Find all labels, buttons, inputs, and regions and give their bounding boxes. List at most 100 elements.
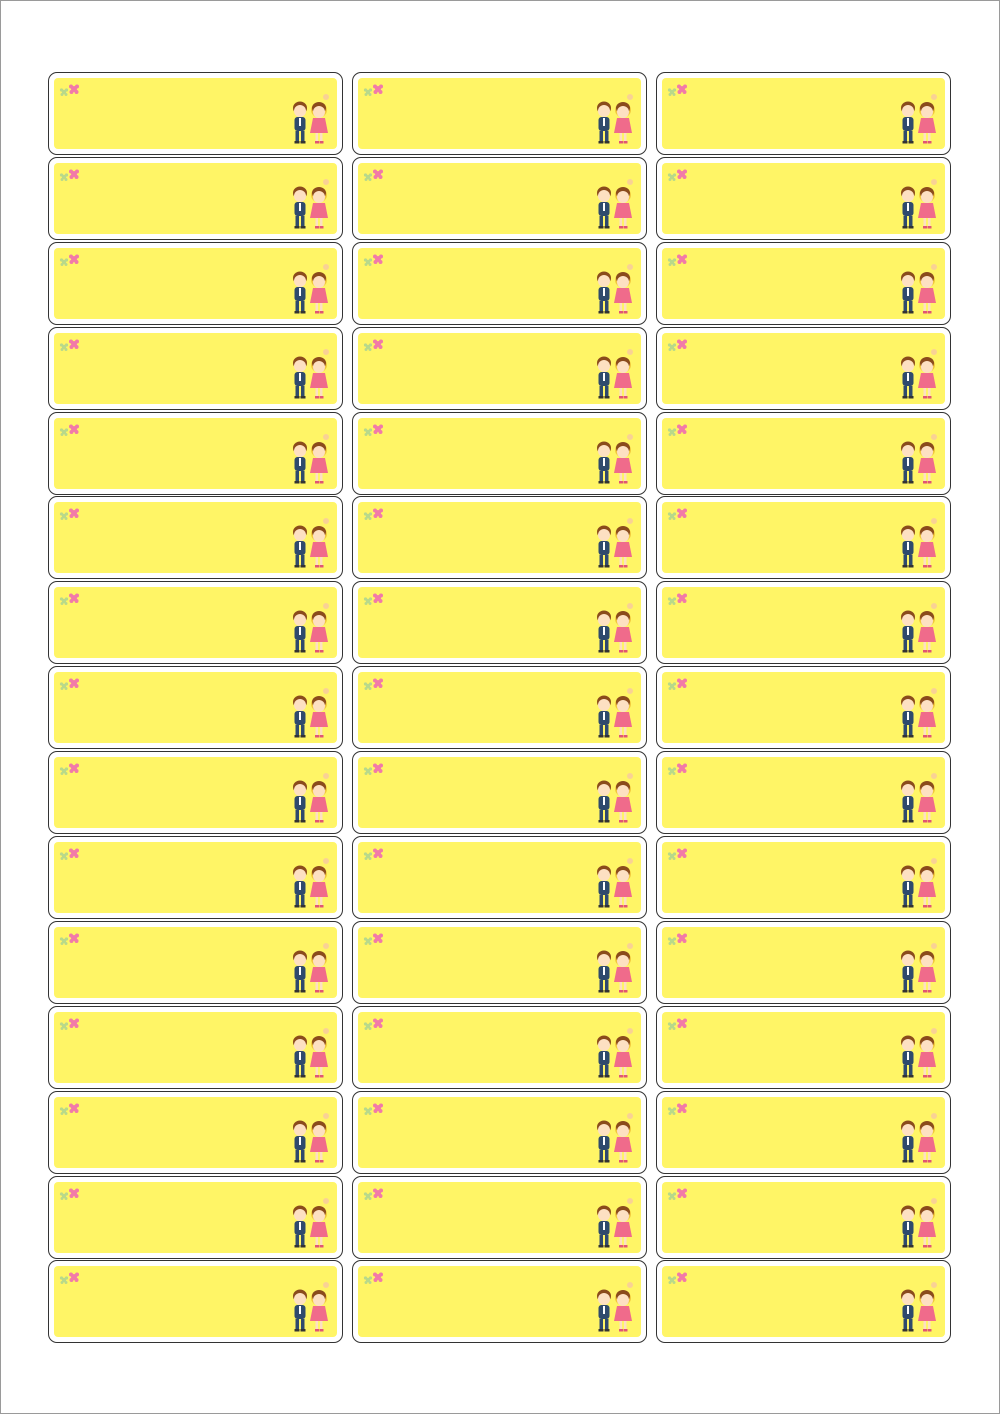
name-label[interactable] <box>352 156 647 240</box>
flower-icon <box>59 1272 79 1285</box>
label-background <box>358 1266 641 1338</box>
label-background <box>54 672 337 744</box>
school-children-icon <box>901 263 937 314</box>
name-label[interactable] <box>656 1175 951 1259</box>
school-children-icon <box>293 942 329 993</box>
name-label[interactable] <box>48 241 343 325</box>
name-label[interactable] <box>656 666 951 750</box>
school-children-icon <box>901 433 937 484</box>
name-label[interactable] <box>656 241 951 325</box>
flower-icon <box>363 593 383 606</box>
name-label[interactable] <box>656 581 951 665</box>
name-label[interactable] <box>352 751 647 835</box>
label-background <box>662 926 945 998</box>
label-background <box>358 247 641 319</box>
school-children-icon <box>901 858 937 908</box>
flower-icon <box>363 1188 383 1200</box>
name-label[interactable] <box>352 581 647 665</box>
label-background <box>54 417 337 489</box>
name-label[interactable] <box>656 751 951 835</box>
name-label[interactable] <box>656 836 951 920</box>
name-label[interactable] <box>656 326 951 410</box>
label-background <box>358 1011 641 1083</box>
name-label[interactable] <box>656 72 951 155</box>
label-background <box>54 332 337 404</box>
label-background <box>662 162 945 234</box>
label-background <box>662 78 945 149</box>
name-label[interactable] <box>48 1005 343 1089</box>
label-background <box>54 78 337 149</box>
flower-icon <box>667 169 687 181</box>
label-background <box>358 757 641 829</box>
label-background <box>662 417 945 489</box>
name-label[interactable] <box>48 496 343 580</box>
name-label[interactable] <box>48 411 343 495</box>
name-label[interactable] <box>656 411 951 495</box>
name-label[interactable] <box>656 1260 951 1344</box>
flower-icon <box>59 1018 79 1030</box>
school-children-icon <box>293 263 329 314</box>
name-label[interactable] <box>48 326 343 410</box>
flower-icon <box>59 1188 79 1200</box>
label-background <box>662 1096 945 1168</box>
flower-icon <box>667 1188 687 1200</box>
label-background <box>54 587 337 659</box>
name-label[interactable] <box>48 72 343 155</box>
school-children-icon <box>901 1282 937 1332</box>
name-label[interactable] <box>352 411 647 495</box>
school-children-icon <box>597 178 633 229</box>
flower-icon <box>363 1103 383 1115</box>
name-label[interactable] <box>352 326 647 410</box>
name-label[interactable] <box>656 156 951 240</box>
name-label[interactable] <box>48 1175 343 1259</box>
name-label[interactable] <box>352 666 647 750</box>
name-label[interactable] <box>48 751 343 835</box>
school-children-icon <box>597 1027 633 1078</box>
name-label[interactable] <box>48 666 343 750</box>
name-label[interactable] <box>656 920 951 1004</box>
school-children-icon <box>901 178 937 229</box>
flower-icon <box>59 424 79 436</box>
label-background <box>662 1266 945 1338</box>
school-children-icon <box>597 688 633 738</box>
label-background <box>54 1011 337 1083</box>
school-children-icon <box>901 688 937 738</box>
school-children-icon <box>293 1112 329 1163</box>
flower-icon <box>667 593 687 606</box>
school-children-icon <box>293 433 329 484</box>
flower-icon <box>363 763 383 776</box>
name-label[interactable] <box>48 156 343 240</box>
name-label[interactable] <box>656 1005 951 1089</box>
flower-icon <box>363 508 383 521</box>
label-background <box>54 842 337 914</box>
name-label[interactable] <box>352 496 647 580</box>
name-label[interactable] <box>352 920 647 1004</box>
name-label[interactable] <box>48 581 343 665</box>
school-children-icon <box>293 688 329 738</box>
name-label[interactable] <box>48 1090 343 1174</box>
label-background <box>662 1011 945 1083</box>
name-label[interactable] <box>48 1260 343 1344</box>
school-children-icon <box>597 348 633 399</box>
name-label[interactable] <box>352 836 647 920</box>
flower-icon <box>59 254 79 266</box>
school-children-icon <box>597 263 633 314</box>
name-label[interactable] <box>352 1090 647 1174</box>
name-label[interactable] <box>352 1005 647 1089</box>
label-background <box>662 757 945 829</box>
flower-icon <box>667 1272 687 1285</box>
school-children-icon <box>901 773 937 823</box>
name-label[interactable] <box>656 1090 951 1174</box>
label-background <box>358 417 641 489</box>
name-label[interactable] <box>656 496 951 580</box>
name-label[interactable] <box>352 241 647 325</box>
label-background <box>358 926 641 998</box>
name-label[interactable] <box>352 1260 647 1344</box>
flower-icon <box>667 763 687 776</box>
name-label[interactable] <box>352 72 647 155</box>
name-label[interactable] <box>352 1175 647 1259</box>
label-background <box>662 587 945 659</box>
school-children-icon <box>597 858 633 908</box>
name-label[interactable] <box>48 836 343 920</box>
name-label[interactable] <box>48 920 343 1004</box>
